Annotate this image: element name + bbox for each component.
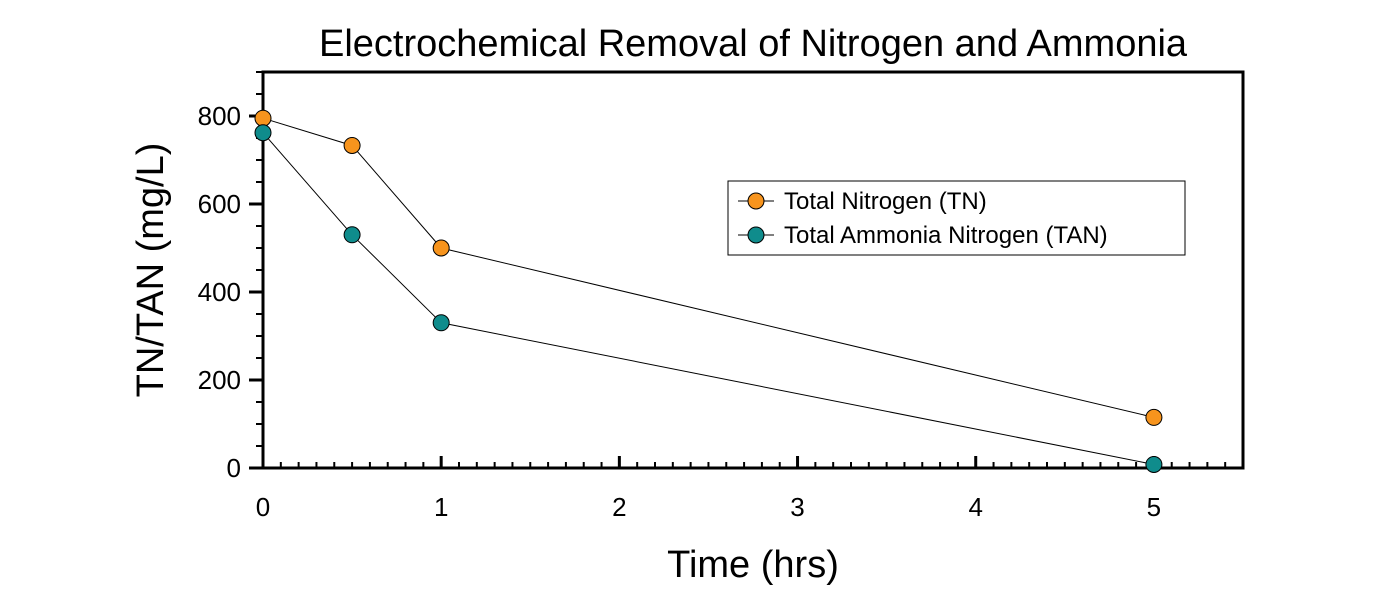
series-0-point <box>432 239 450 257</box>
plot-frame <box>261 70 1245 470</box>
series-1-point <box>1145 455 1163 473</box>
legend-marker-tn <box>747 192 765 210</box>
legend-entry-tn: Total Nitrogen (TN) <box>738 188 987 215</box>
series-0-point <box>1145 408 1163 426</box>
y-axis-label: TN/TAN (mg/L) <box>130 143 172 398</box>
series-line-1 <box>262 132 1155 465</box>
legend-frame <box>727 180 1186 256</box>
plot-area <box>261 70 1245 470</box>
series-0-point <box>343 136 361 154</box>
series-line-0 <box>262 117 1155 418</box>
x-tick-label: 2 <box>612 492 626 522</box>
y-tick-label: 400 <box>198 277 241 307</box>
legend-marker-tan <box>747 226 765 244</box>
y-tick-label: 800 <box>198 101 241 131</box>
series-1-point <box>432 314 450 332</box>
x-axis-label: Time (hrs) <box>667 544 839 586</box>
x-tick-label: 0 <box>256 492 270 522</box>
legend-entry-tan: Total Ammonia Nitrogen (TAN) <box>738 222 1108 249</box>
series-1-point <box>254 124 272 142</box>
legend-label-tan: Total Ammonia Nitrogen (TAN) <box>784 222 1108 249</box>
x-tick-label: 1 <box>434 492 448 522</box>
series-1-point <box>343 226 361 244</box>
x-tick-label: 4 <box>968 492 982 522</box>
legend: Total Nitrogen (TN) Total Ammonia Nitrog… <box>727 180 1186 256</box>
x-tick-label: 5 <box>1147 492 1161 522</box>
y-tick-label: 200 <box>198 365 241 395</box>
x-axis: 0 1 2 3 4 5 <box>256 456 1244 522</box>
x-tick-label: 3 <box>790 492 804 522</box>
y-tick-label: 0 <box>227 453 241 483</box>
series-0-point <box>254 109 272 127</box>
legend-label-tn: Total Nitrogen (TN) <box>784 188 987 215</box>
chart-title: Electrochemical Removal of Nitrogen and … <box>319 23 1188 65</box>
y-tick-label: 600 <box>198 189 241 219</box>
y-axis: 0 200 400 600 800 <box>198 71 263 483</box>
series-layer <box>254 109 1163 473</box>
